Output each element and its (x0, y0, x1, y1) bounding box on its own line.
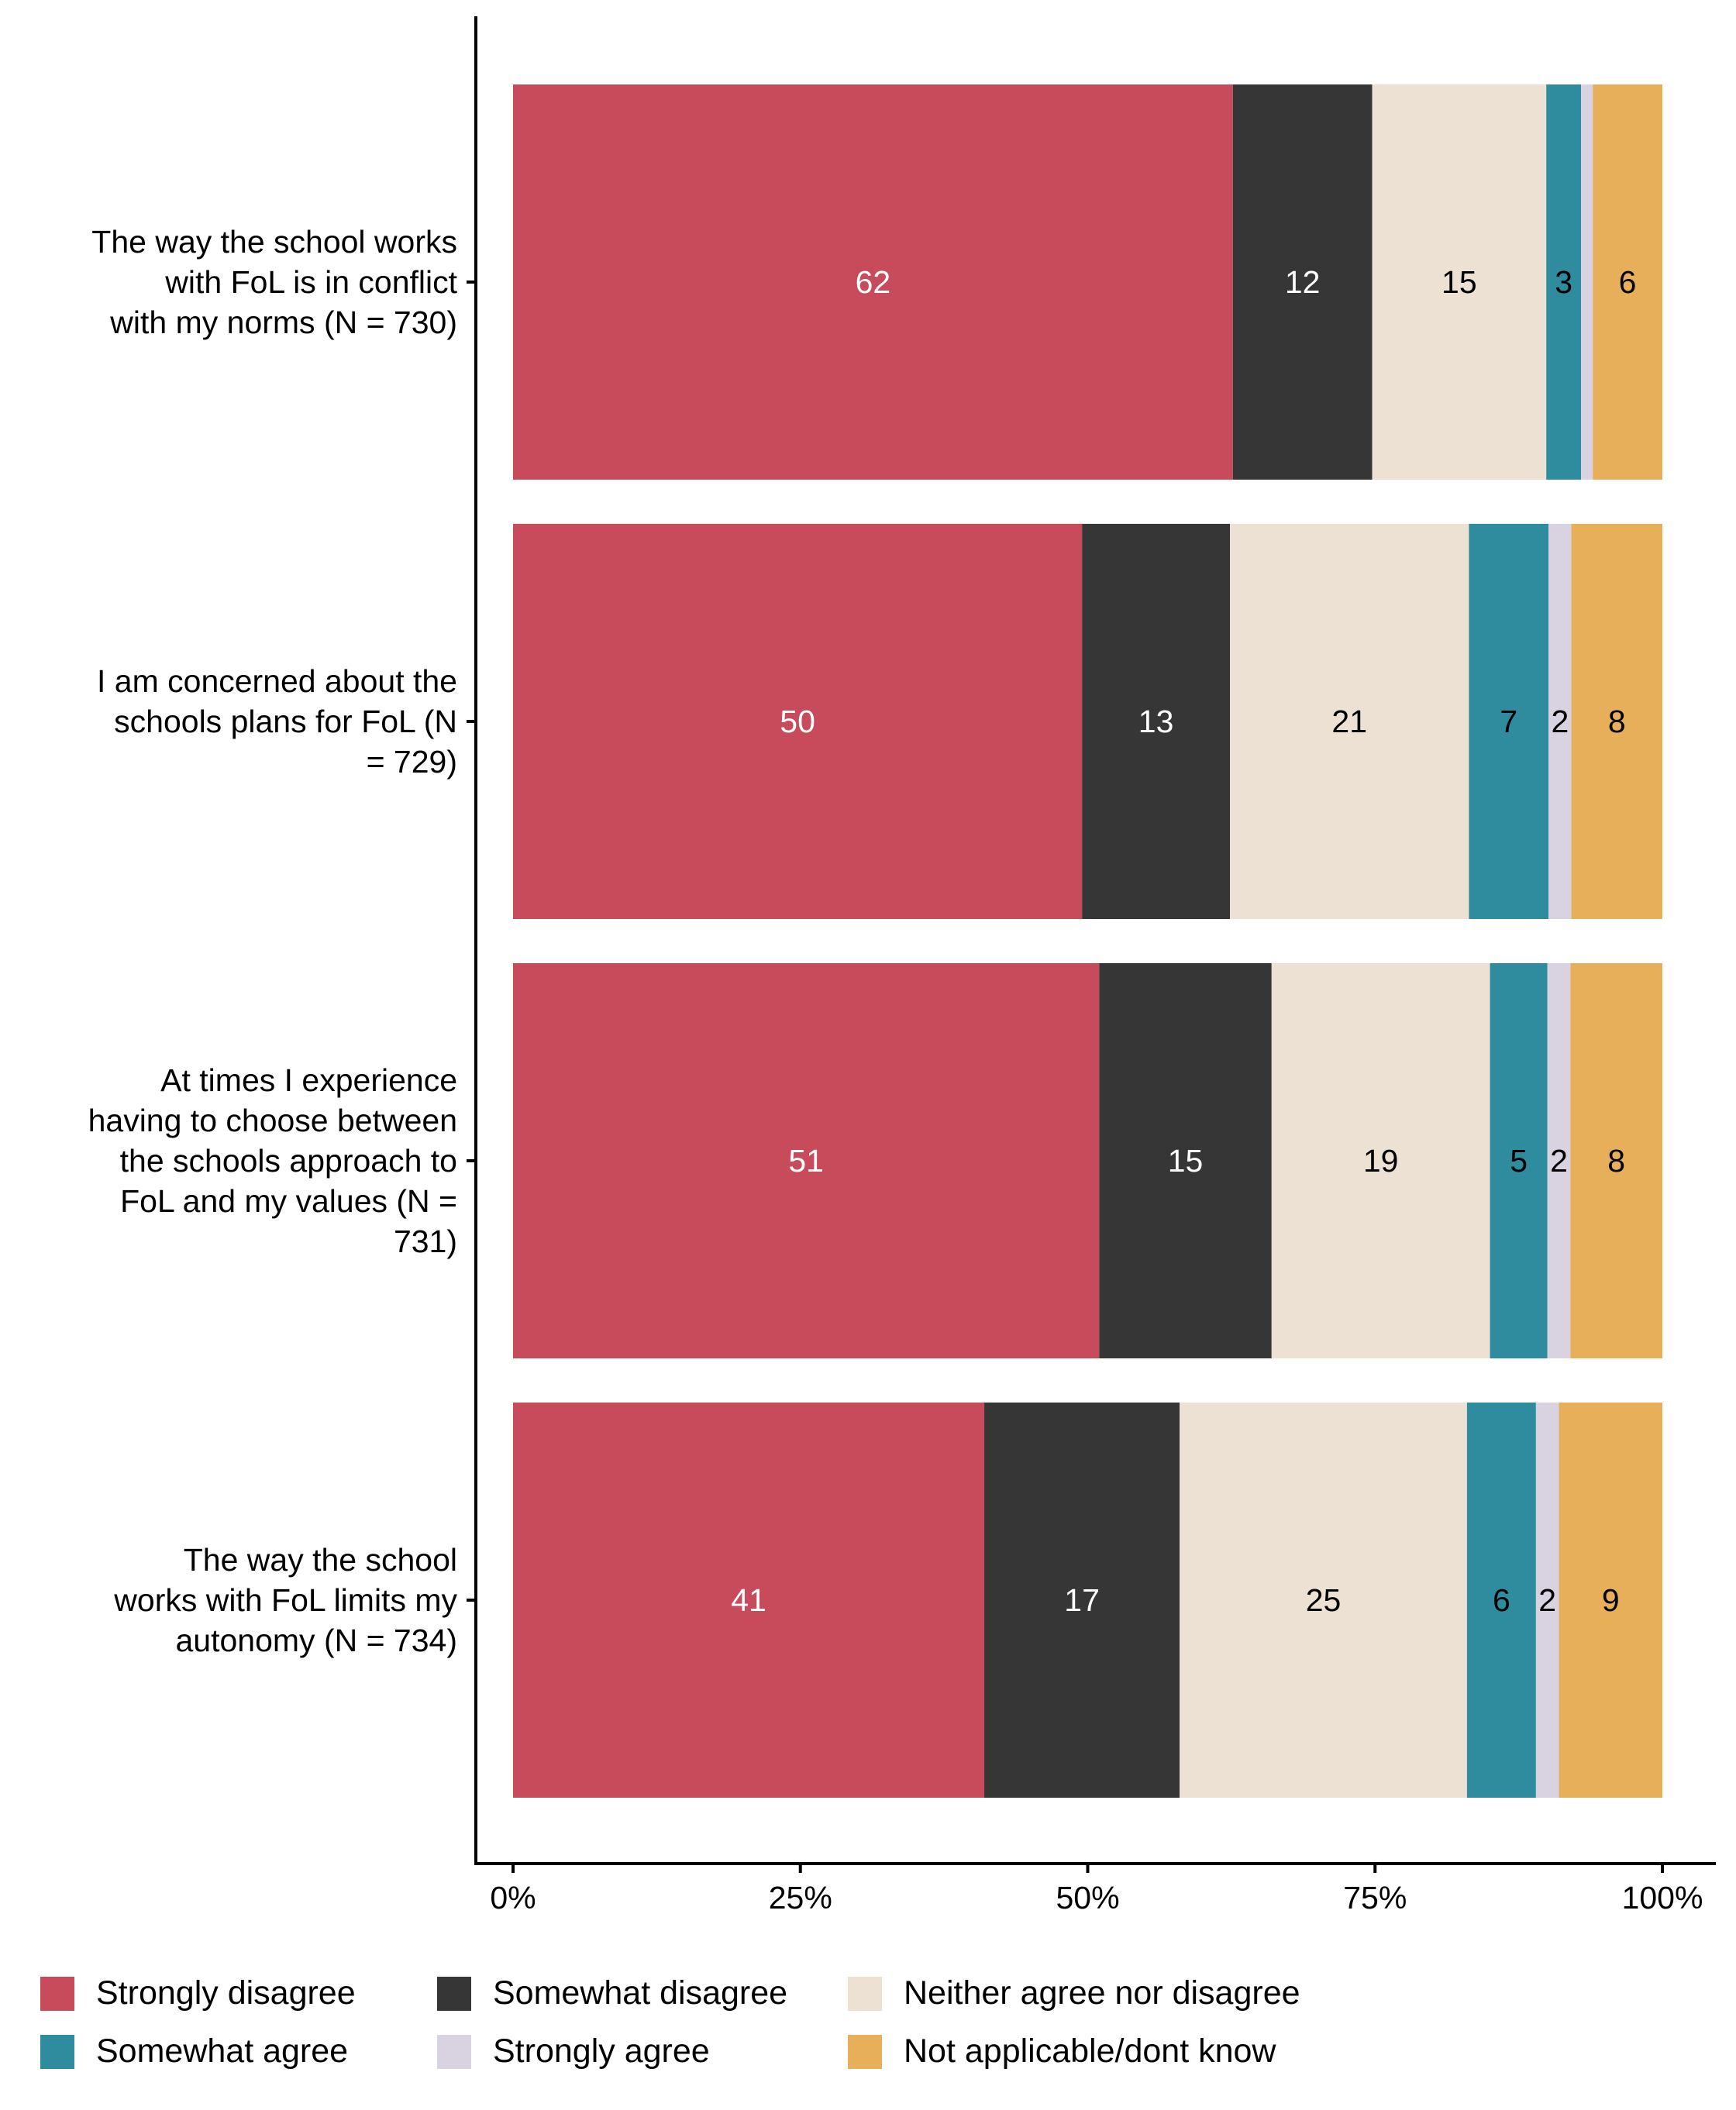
category-label-line: 731) (394, 1224, 457, 1259)
bar-segment-strongly-disagree (513, 1403, 985, 1798)
bar-segment-neither-agree-nor-disagree (1180, 1403, 1467, 1798)
bar-segment-neither-agree-nor-disagree (1271, 963, 1490, 1358)
bars-group (513, 84, 1662, 1798)
data-label-strongly-disagree: 62 (856, 264, 891, 300)
category-label: At times I experience having to choose be… (88, 1062, 457, 1259)
data-label-somewhat-agree: 7 (1500, 704, 1517, 739)
bar-segment-somewhat-agree (1469, 524, 1549, 919)
bar-segment-neither-agree-nor-disagree (1372, 84, 1547, 480)
data-label-somewhat-agree: 5 (1510, 1143, 1528, 1179)
legend-item-neither: Neither agree nor disagree (848, 1974, 1300, 2012)
data-label-not-applicable-dont-know: 6 (1619, 264, 1637, 300)
x-tick-label: 75% (1343, 1880, 1407, 1916)
bar-segment-strongly-agree (1535, 1403, 1559, 1798)
legend-row-1: Strongly disagree Somewhat disagree Neit… (40, 1964, 1668, 2022)
category-label: I am concerned about the schools plans fo… (97, 663, 457, 780)
bar-segment-strongly-disagree (513, 84, 1233, 480)
legend-item-somewhat-disagree: Somewhat disagree (437, 1974, 848, 2012)
legend-label-somewhat-agree: Somewhat agree (96, 2033, 349, 2070)
category-label: The way the school works with FoL limits … (113, 1542, 457, 1658)
bar-segment-not-applicable-dont-know (1570, 963, 1662, 1358)
legend-label-neither: Neither agree nor disagree (904, 1974, 1300, 2012)
legend-item-not-applicable: Not applicable/dont know (848, 2033, 1276, 2070)
category-label-line: with FoL is in conflict (164, 264, 457, 300)
category-labels-group: The way the school works with FoL is in c… (88, 224, 458, 1658)
legend-item-strongly-agree: Strongly agree (437, 2033, 848, 2070)
data-label-somewhat-agree: 6 (1493, 1582, 1510, 1618)
bar-segment-strongly-disagree (513, 524, 1083, 919)
bar-segment-strongly-disagree (513, 963, 1100, 1358)
legend: Strongly disagree Somewhat disagree Neit… (40, 1964, 1668, 2081)
category-label-line: = 729) (367, 744, 457, 780)
bar-segment-somewhat-disagree (1099, 963, 1272, 1358)
bar-segment-neither-agree-nor-disagree (1230, 524, 1469, 919)
x-tick-label: 25% (769, 1880, 832, 1916)
category-label-line: autonomy (N = 734) (176, 1623, 458, 1658)
bar-segment-somewhat-disagree (1082, 524, 1231, 919)
data-label-strongly-agree: 2 (1550, 1143, 1568, 1179)
legend-swatch-neither (848, 1976, 882, 2011)
x-axis-ticks-group: 0% 25% 50% 75% 100% (467, 281, 1703, 1916)
data-label-not-applicable-dont-know: 8 (1607, 1143, 1625, 1179)
legend-item-somewhat-agree: Somewhat agree (40, 2033, 437, 2070)
category-label-line: I am concerned about the (97, 663, 457, 699)
data-label-not-applicable-dont-know: 8 (1608, 704, 1626, 739)
data-label-neither-agree-nor-disagree: 25 (1306, 1582, 1342, 1618)
data-label-neither-agree-nor-disagree: 15 (1442, 264, 1477, 300)
data-label-neither-agree-nor-disagree: 21 (1331, 704, 1367, 739)
legend-label-somewhat-disagree: Somewhat disagree (493, 1974, 788, 2012)
x-tick-label: 50% (1056, 1880, 1119, 1916)
bar-segment-somewhat-disagree (1232, 84, 1373, 480)
x-tick-label: 100% (1622, 1880, 1703, 1916)
category-label: The way the school works with FoL is in c… (91, 224, 457, 340)
legend-label-strongly-agree: Strongly agree (493, 2033, 710, 2070)
legend-label-strongly-disagree: Strongly disagree (96, 1974, 356, 2012)
category-label-line: with my norms (N = 730) (109, 305, 457, 340)
legend-swatch-somewhat-agree (40, 2034, 74, 2069)
legend-item-strongly-disagree: Strongly disagree (40, 1974, 437, 2012)
bar-segment-not-applicable-dont-know (1571, 524, 1662, 919)
data-label-neither-agree-nor-disagree: 19 (1363, 1143, 1399, 1179)
legend-swatch-not-applicable (848, 2034, 882, 2069)
data-label-strongly-agree: 2 (1538, 1582, 1556, 1618)
bar-segment-not-applicable-dont-know (1559, 1403, 1662, 1798)
data-label-somewhat-disagree: 12 (1285, 264, 1321, 300)
category-label-line: schools plans for FoL (N (114, 704, 457, 739)
bar-segment-somewhat-agree (1466, 1403, 1536, 1798)
data-label-strongly-disagree: 41 (731, 1582, 766, 1618)
data-label-somewhat-agree: 3 (1555, 264, 1572, 300)
legend-row-2: Somewhat agree Strongly agree Not applic… (40, 2022, 1668, 2081)
legend-label-not-applicable: Not applicable/dont know (904, 2033, 1276, 2070)
bar-segment-strongly-agree (1547, 963, 1571, 1358)
data-label-strongly-disagree: 50 (780, 704, 815, 739)
data-label-strongly-disagree: 51 (788, 1143, 824, 1179)
data-label-somewhat-disagree: 17 (1064, 1582, 1100, 1618)
segment-labels-group: 62 12 15 3 650 13 21 7 2 851 15 19 5 2 841 17 25 6 2 9 (731, 264, 1636, 1618)
data-label-not-applicable-dont-know: 9 (1602, 1582, 1620, 1618)
category-label-line: The way the school works (91, 224, 457, 260)
category-label-line: having to choose between (88, 1103, 457, 1138)
bar-segment-strongly-agree (1548, 524, 1572, 919)
category-label-line: the schools approach to (120, 1143, 457, 1179)
legend-swatch-somewhat-disagree (437, 1976, 471, 2011)
bar-segment-not-applicable-dont-know (1593, 84, 1662, 480)
category-label-line: FoL and my values (N = (120, 1183, 457, 1219)
bar-segment-strongly-agree (1581, 84, 1593, 480)
data-label-strongly-agree: 2 (1551, 704, 1569, 739)
bar-segment-somewhat-agree (1546, 84, 1582, 480)
data-label-somewhat-disagree: 15 (1168, 1143, 1204, 1179)
category-label-line: works with FoL limits my (113, 1582, 457, 1618)
bar-segment-somewhat-agree (1490, 963, 1548, 1358)
category-label-line: The way the school (184, 1542, 457, 1578)
x-tick-label: 0% (490, 1880, 536, 1916)
bar-segment-somewhat-disagree (984, 1403, 1180, 1798)
data-label-somewhat-disagree: 13 (1138, 704, 1174, 739)
legend-swatch-strongly-agree (437, 2034, 471, 2069)
legend-swatch-strongly-disagree (40, 1976, 74, 2011)
category-label-line: At times I experience (160, 1062, 457, 1098)
